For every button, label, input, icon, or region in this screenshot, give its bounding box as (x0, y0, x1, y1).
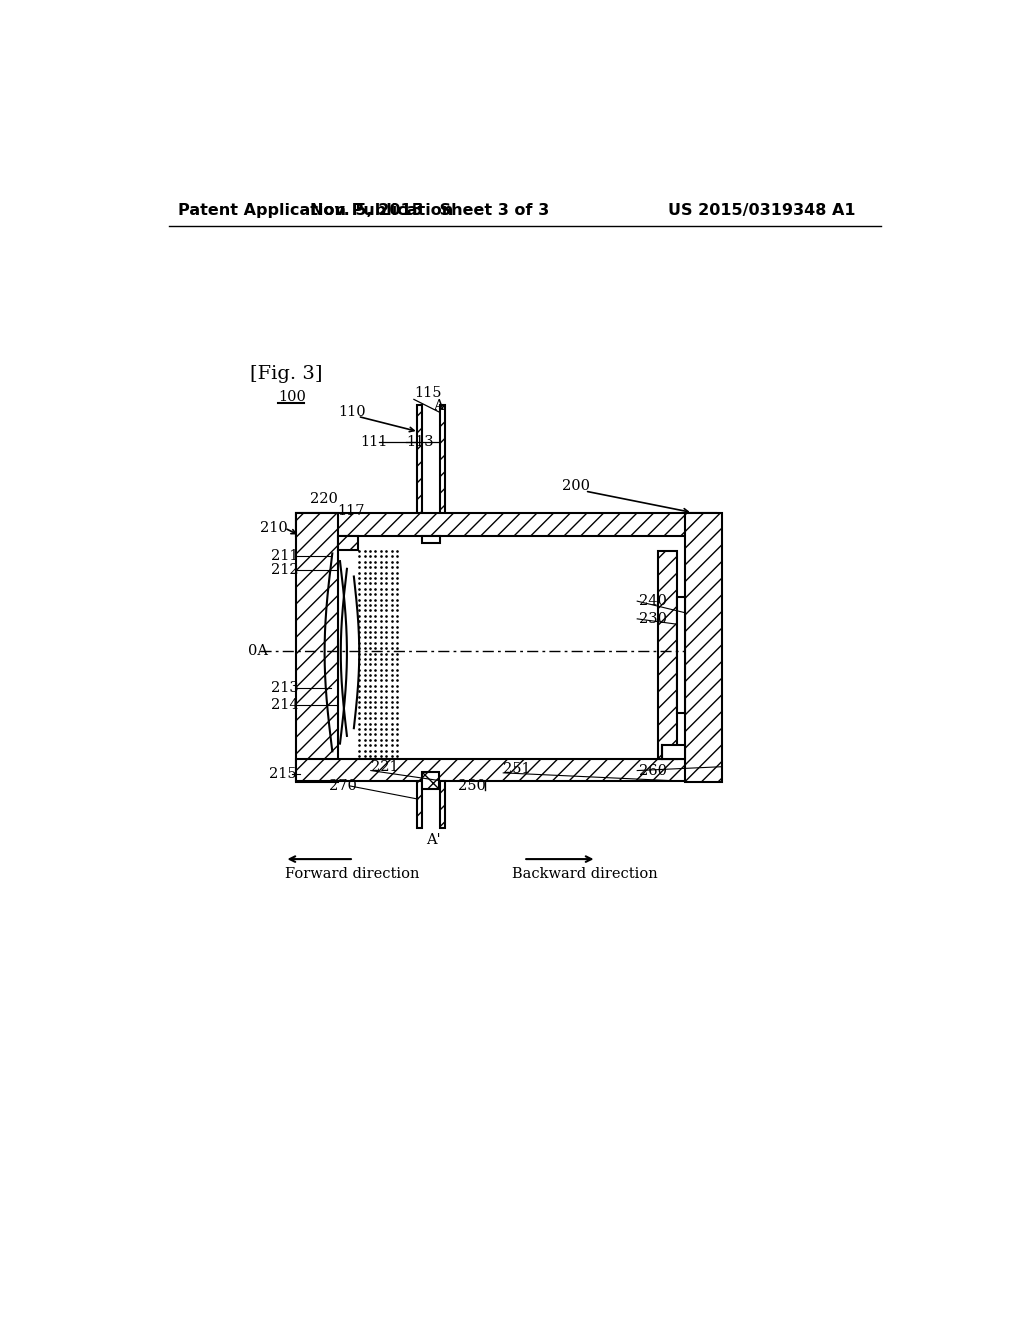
Text: 250: 250 (458, 779, 485, 793)
Text: US 2015/0319348 A1: US 2015/0319348 A1 (669, 203, 856, 218)
Bar (422, 536, 440, 544)
Text: 117: 117 (337, 504, 365, 517)
Text: 215: 215 (269, 767, 297, 781)
Text: A: A (433, 400, 443, 413)
Text: 270: 270 (330, 779, 357, 793)
Text: 221: 221 (371, 760, 398, 774)
Text: 212: 212 (271, 564, 299, 577)
Text: 100: 100 (279, 391, 306, 404)
Text: A': A' (426, 833, 440, 847)
Text: 213: 213 (271, 681, 299, 696)
Text: Nov. 5, 2015   Sheet 3 of 3: Nov. 5, 2015 Sheet 3 of 3 (309, 203, 549, 218)
Bar (296, 512, 716, 536)
Text: Backward direction: Backward direction (512, 867, 657, 882)
Bar (658, 552, 677, 759)
Bar (422, 516, 439, 533)
Bar (685, 512, 722, 781)
Text: 251: 251 (503, 762, 530, 776)
Bar (440, 780, 444, 829)
Bar (422, 772, 439, 789)
Bar (417, 780, 422, 829)
Text: Patent Application Publication: Patent Application Publication (178, 203, 454, 218)
Bar (296, 759, 716, 780)
Bar (677, 597, 685, 713)
Text: 200: 200 (562, 479, 590, 492)
Text: 260: 260 (639, 763, 667, 777)
Bar (339, 536, 357, 549)
Text: 0A: 0A (248, 644, 267, 659)
Bar (440, 405, 444, 520)
Text: 211: 211 (271, 549, 299, 562)
Text: 220: 220 (310, 492, 338, 506)
Text: Forward direction: Forward direction (285, 867, 419, 882)
Bar (296, 512, 339, 781)
Text: 115: 115 (414, 387, 441, 400)
Bar (662, 744, 685, 759)
Text: 113: 113 (407, 434, 434, 449)
Text: [Fig. 3]: [Fig. 3] (250, 366, 323, 383)
Text: 210: 210 (260, 521, 288, 535)
Bar (417, 405, 422, 520)
Text: 230: 230 (639, 612, 667, 626)
Text: 110: 110 (339, 405, 367, 420)
Text: 214: 214 (271, 698, 299, 711)
Text: 111: 111 (360, 434, 387, 449)
Text: 240: 240 (639, 594, 667, 609)
